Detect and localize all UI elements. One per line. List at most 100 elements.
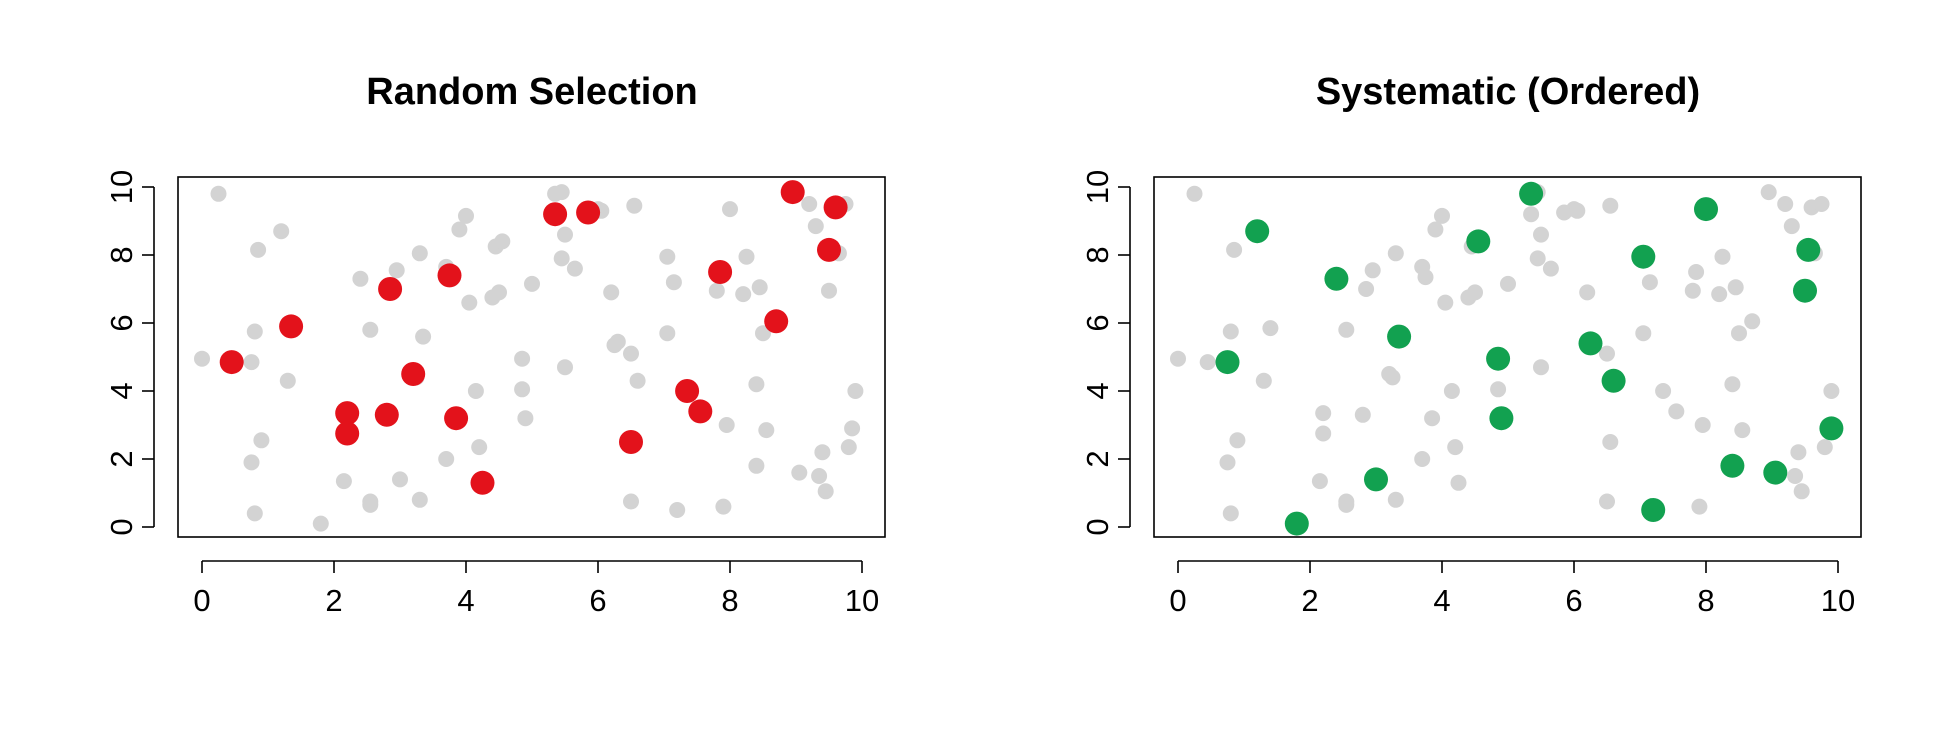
highlighted-point: [1364, 467, 1388, 492]
y-tick-label: 4: [1080, 382, 1115, 399]
x-tick-label: 0: [1169, 583, 1186, 618]
background-point: [553, 250, 570, 267]
x-tick-label: 6: [1565, 583, 1582, 618]
background-point: [279, 372, 296, 389]
background-point: [1635, 325, 1652, 342]
highlighted-point: [335, 401, 360, 426]
highlighted-point: [1796, 237, 1821, 262]
background-point: [243, 354, 260, 371]
background-point: [609, 333, 626, 350]
background-point: [1813, 196, 1830, 212]
x-tick-label: 4: [457, 583, 474, 618]
highlighted-point: [543, 202, 568, 227]
y-axis: 0 2 4 6 8 10: [1080, 170, 1131, 536]
highlighted-point: [764, 309, 789, 334]
highlighted-point: [335, 421, 360, 446]
background-point: [1199, 354, 1216, 371]
background-point: [1354, 406, 1371, 423]
plot-box: [1153, 176, 1862, 538]
y-tick-label: 2: [104, 450, 139, 467]
highlighted-point: [1631, 244, 1656, 269]
background-point: [735, 286, 752, 303]
background-point: [1783, 218, 1800, 235]
background-point: [1437, 294, 1454, 311]
background-point: [517, 410, 534, 427]
x-tick-label: 6: [589, 583, 606, 618]
background-point: [1602, 197, 1619, 214]
y-tick-label: 10: [1080, 170, 1115, 204]
background-point: [1714, 248, 1731, 265]
background-point: [471, 439, 488, 456]
background-point: [722, 201, 738, 218]
highlighted-point: [576, 200, 601, 225]
background-point: [755, 325, 771, 342]
background-point: [1443, 383, 1460, 399]
highlighted-point: [688, 399, 713, 424]
background-point: [438, 451, 455, 467]
highlighted-point: [780, 180, 805, 205]
background-point: [1734, 422, 1751, 439]
background-point: [1358, 281, 1375, 297]
background-point: [451, 221, 468, 238]
background-point: [210, 185, 227, 202]
background-point: [807, 218, 824, 235]
highlighted-point: [1466, 229, 1491, 254]
highlighted-point: [823, 195, 848, 220]
background-point: [738, 248, 755, 265]
x-tick-label: 2: [325, 583, 342, 618]
background-point: [1262, 320, 1279, 337]
background-point: [243, 454, 260, 471]
background-point: [626, 197, 643, 214]
background-point: [1655, 383, 1672, 399]
background-point: [1500, 275, 1516, 292]
background-point: [840, 439, 857, 456]
x-tick-label: 8: [721, 583, 738, 618]
background-point: [273, 223, 290, 240]
highlighted-point: [1694, 197, 1718, 222]
background-point: [246, 505, 263, 522]
background-point: [715, 498, 732, 515]
background-points: [194, 184, 864, 532]
highlighted-point: [1284, 511, 1309, 536]
background-point: [1226, 241, 1243, 258]
highlighted-points: [1215, 181, 1844, 536]
background-point: [1450, 474, 1467, 491]
background-point: [1387, 245, 1404, 262]
highlighted-point: [437, 263, 462, 288]
plot-box: [177, 176, 886, 538]
highlighted-point: [1486, 346, 1511, 371]
x-axis: 0 2 4 6 8 10: [1169, 560, 1855, 618]
background-point: [1424, 410, 1441, 427]
background-point: [1523, 206, 1540, 223]
background-point: [1529, 250, 1546, 267]
background-point: [1790, 444, 1807, 461]
highlighted-point: [817, 237, 841, 262]
background-point: [1542, 260, 1559, 277]
background-point: [1414, 451, 1431, 467]
x-tick-label: 2: [1301, 583, 1318, 618]
background-point: [1170, 350, 1186, 367]
background-point: [1229, 432, 1246, 449]
background-point: [623, 493, 639, 510]
highlighted-point: [1793, 278, 1817, 303]
highlighted-point: [444, 406, 469, 431]
highlighted-point: [1245, 219, 1270, 244]
background-point: [748, 376, 765, 393]
panel-systematic-ordered: Systematic (Ordered) 0 2 4 6 8 10 0 2 4 6 8 10: [1080, 71, 1862, 618]
highlighted-point: [1324, 266, 1349, 291]
background-point: [603, 284, 620, 301]
background-point: [557, 226, 573, 243]
background-point: [1222, 323, 1239, 340]
x-tick-label: 0: [193, 583, 210, 618]
x-tick-label: 10: [1821, 583, 1855, 618]
y-tick-label: 6: [104, 314, 139, 331]
background-point: [1602, 434, 1619, 450]
background-point: [312, 515, 329, 532]
highlighted-point: [1601, 368, 1626, 393]
y-axis: 0 2 4 6 8 10: [104, 170, 155, 536]
background-point: [1569, 202, 1586, 219]
background-point: [1793, 483, 1810, 500]
background-point: [718, 417, 735, 433]
background-point: [524, 275, 540, 292]
